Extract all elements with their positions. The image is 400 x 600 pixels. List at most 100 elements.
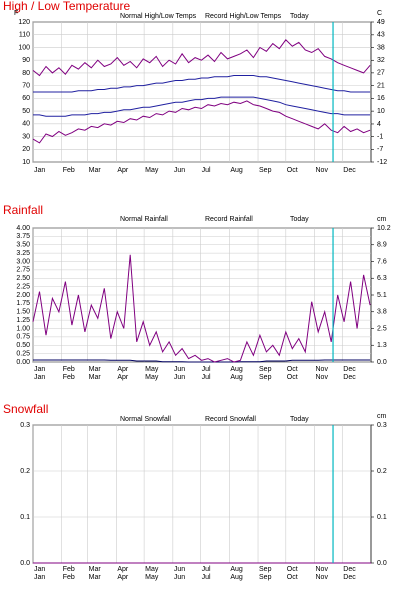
y-tick-label: 1.75	[16, 300, 30, 307]
y-tick-label: 3.75	[16, 233, 30, 240]
y-tick-label: 2.75	[16, 267, 30, 274]
y-tick-label: 1.50	[16, 309, 30, 316]
x-tick-label: Mar	[89, 566, 102, 573]
y-tick-label: 3.25	[16, 250, 30, 257]
x-tick-label: Oct	[287, 167, 298, 174]
x-tick-label: Apr	[117, 167, 129, 174]
x-tick-label: Jul	[202, 574, 211, 581]
legend-entry: Record Snowfall	[205, 416, 256, 423]
x-tick-label: Nov	[316, 566, 329, 573]
y2-tick-label: 10	[377, 108, 385, 115]
x-tick-label: Oct	[287, 574, 298, 581]
x-tick-label: May	[145, 366, 159, 373]
y2-tick-label: 2.5	[377, 325, 387, 332]
y2-tick-label: 10.2	[377, 225, 391, 232]
x-tick-label: Feb	[63, 566, 75, 573]
legend-entry: Today	[290, 416, 309, 423]
x-tick-label: May	[145, 566, 159, 573]
y2-tick-label: -7	[377, 146, 383, 153]
series-line	[32, 100, 371, 144]
legend-entry: Record High/Low Temps	[205, 13, 282, 20]
x-tick-label: Nov	[316, 374, 329, 381]
x-tick-label: Sep	[259, 374, 272, 381]
legend-entry: Normal High/Low Temps	[120, 13, 197, 20]
x-tick-label: Feb	[63, 167, 75, 174]
x-tick-label: Dec	[343, 574, 356, 581]
x-tick-label: Apr	[117, 366, 129, 373]
x-tick-label: Jan	[34, 366, 45, 373]
y2-tick-label: 38	[377, 44, 385, 51]
y-tick-label: 2.50	[16, 275, 30, 282]
y-tick-label: 0.25	[16, 350, 30, 357]
x-tick-label: Aug	[230, 167, 243, 174]
y2-tick-label: 49	[377, 19, 385, 26]
y2-tick-label: 0.2	[377, 468, 387, 475]
y-tick-label: 4.00	[16, 225, 30, 232]
y-tick-label: 120	[18, 19, 30, 26]
x-tick-label: Jan	[34, 167, 45, 174]
y-tick-label: 0.2	[20, 468, 30, 475]
x-tick-label: Jun	[174, 366, 185, 373]
x-tick-label: Jun	[174, 574, 185, 581]
x-tick-label: Jun	[174, 374, 185, 381]
y-tick-label: 1.25	[16, 317, 30, 324]
y2-tick-label: 3.8	[377, 309, 387, 316]
y2-tick-label: 16	[377, 95, 385, 102]
y-tick-label: 30	[22, 133, 30, 140]
y2-tick-label: 43	[377, 32, 385, 39]
x-tick-label: Jul	[202, 366, 211, 373]
y-tick-label: 3.50	[16, 242, 30, 249]
x-tick-label: Oct	[287, 374, 298, 381]
x-tick-label: Mar	[89, 167, 102, 174]
y2-tick-label: 0.3	[377, 422, 387, 429]
series-line	[33, 75, 371, 93]
x-tick-label: Mar	[89, 374, 102, 381]
x-tick-label: Jun	[174, 167, 185, 174]
x-tick-label: May	[145, 574, 159, 581]
x-tick-label: May	[145, 167, 159, 174]
series-line	[33, 96, 371, 117]
y-tick-label: 110	[19, 32, 30, 39]
plot-area	[32, 424, 372, 564]
x-tick-label: Feb	[63, 574, 75, 581]
legend-entry: Normal Rainfall	[120, 216, 168, 223]
x-tick-label: Sep	[259, 167, 272, 174]
x-tick-label: Jul	[202, 374, 211, 381]
y2-tick-label: 21	[377, 83, 385, 90]
y-tick-label: 3.00	[16, 258, 30, 265]
y2-tick-label: 6.3	[377, 275, 387, 282]
y-tick-label: 20	[22, 146, 30, 153]
y2-tick-label: -12	[377, 159, 387, 166]
x-tick-label: Aug	[230, 374, 243, 381]
y-tick-label: 50	[22, 108, 30, 115]
plot-area	[32, 21, 372, 163]
series-line	[32, 254, 371, 363]
x-tick-label: Jun	[174, 566, 185, 573]
chart-title: Rainfall	[3, 203, 43, 217]
x-tick-label: Nov	[316, 574, 329, 581]
chart-title: High / Low Temperature	[3, 0, 131, 13]
x-tick-label: Apr	[117, 574, 129, 581]
x-tick-label: Dec	[343, 374, 356, 381]
x-tick-label: Apr	[117, 566, 129, 573]
y-tick-label: 0.00	[16, 359, 30, 366]
x-tick-label: Nov	[316, 167, 329, 174]
y2-tick-label: 0.0	[377, 359, 387, 366]
y2-tick-label: 0.1	[377, 514, 387, 521]
y-tick-label: 2.00	[16, 292, 30, 299]
x-tick-label: Mar	[89, 574, 102, 581]
y2-tick-label: 8.9	[377, 242, 387, 249]
y2-tick-label: 5.1	[377, 292, 387, 299]
series-line	[33, 359, 371, 363]
y2-tick-label: 7.6	[377, 258, 387, 265]
y-tick-label: 70	[22, 82, 30, 89]
y-tick-label: 1.00	[16, 325, 30, 332]
y2-tick-label: -1	[377, 133, 383, 140]
legend-entry: Today	[290, 13, 309, 20]
x-tick-label: Sep	[259, 566, 272, 573]
x-tick-label: Feb	[63, 374, 75, 381]
x-tick-label: Dec	[343, 167, 356, 174]
y2-tick-label: 32	[377, 57, 385, 64]
x-tick-label: Feb	[63, 366, 75, 373]
